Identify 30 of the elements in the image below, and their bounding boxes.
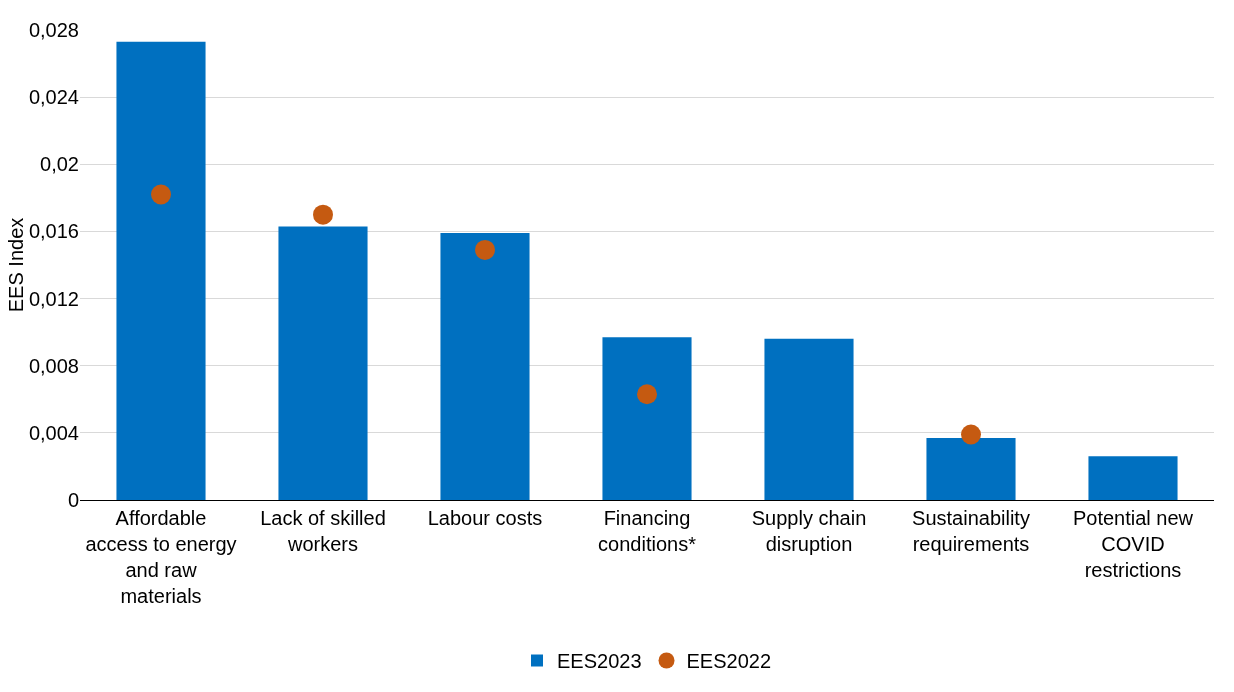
x-tick-label: Potential new COVID restrictions bbox=[1072, 507, 1194, 581]
point bbox=[151, 184, 171, 205]
legend-label: EES2023 bbox=[557, 650, 642, 673]
point bbox=[961, 424, 981, 445]
bar bbox=[116, 41, 206, 500]
point bbox=[637, 384, 657, 405]
x-tick-label: Affordable access to energy and raw materials bbox=[85, 507, 237, 607]
bar bbox=[926, 437, 1016, 500]
point bbox=[475, 239, 495, 260]
y-axis-title: EES Index bbox=[4, 217, 27, 313]
y-tick-label: 0,02 bbox=[40, 153, 79, 176]
y-tick-label: 0,024 bbox=[28, 86, 79, 109]
bar bbox=[278, 226, 368, 500]
y-tick-label: 0 bbox=[67, 489, 79, 511]
x-tick-label: Financing conditions* bbox=[598, 507, 697, 555]
bar bbox=[764, 338, 854, 500]
y-tick-label: 0,008 bbox=[28, 354, 79, 377]
bar bbox=[602, 337, 692, 500]
x-tick-label: Sustainability requirements bbox=[912, 507, 1030, 555]
x-tick-label: Labour costs bbox=[427, 507, 543, 529]
y-tick-label: 0,016 bbox=[28, 220, 79, 243]
x-tick-label: Lack of skilled workers bbox=[260, 507, 386, 555]
bar bbox=[440, 233, 530, 500]
point bbox=[313, 204, 333, 225]
legend-label: EES2022 bbox=[686, 650, 772, 673]
y-tick-label: 0,028 bbox=[28, 19, 79, 41]
bar bbox=[1088, 456, 1178, 500]
x-tick-label: Supply chain disruption bbox=[751, 507, 867, 555]
y-tick-label: 0,004 bbox=[28, 421, 79, 444]
y-tick-label: 0,012 bbox=[28, 287, 79, 310]
